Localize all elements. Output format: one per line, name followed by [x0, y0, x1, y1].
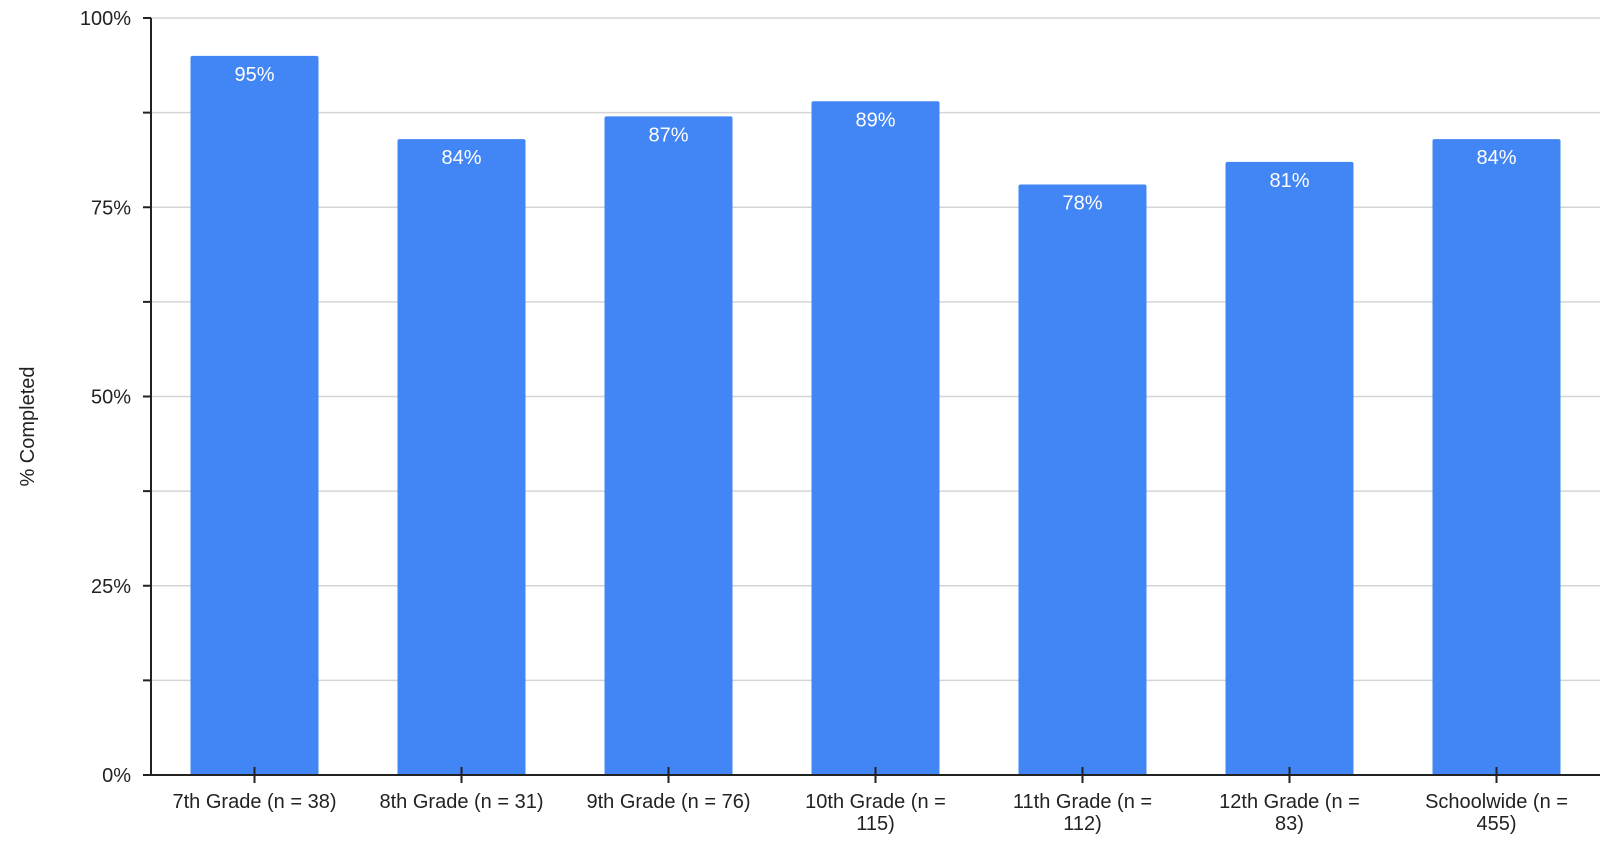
y-tick-label: 50%: [91, 387, 131, 409]
x-tick-label-line: Schoolwide (n =: [1425, 791, 1568, 813]
y-tick-label: 100%: [80, 8, 131, 30]
x-tick-label-line: 115): [856, 813, 895, 835]
x-tick-label-line: 12th Grade (n =: [1219, 791, 1360, 813]
x-tick-label: Schoolwide (n = 455): [1425, 791, 1568, 835]
bar-data-label: 87%: [648, 124, 688, 146]
bar: [397, 139, 526, 775]
bar-data-label: 84%: [1476, 147, 1516, 169]
x-tick-label-line: 11th Grade (n =: [1013, 791, 1152, 813]
x-tick-label: 8th Grade (n = 31): [380, 791, 544, 813]
bar-data-label: 89%: [855, 109, 895, 131]
x-tick-label-line: 10th Grade (n =: [805, 791, 946, 813]
bars: [190, 55, 1561, 776]
bar: [1432, 139, 1561, 775]
x-tick-label: 9th Grade (n = 76): [587, 791, 751, 813]
x-tick-label: 10th Grade (n = 115): [805, 791, 946, 835]
bar-data-label: 84%: [441, 147, 481, 169]
bar-data-label: 81%: [1269, 170, 1309, 192]
y-tick-label: 25%: [91, 576, 131, 598]
bar-data-label: 95%: [234, 64, 274, 86]
x-tick-label-line: 83): [1275, 813, 1304, 835]
x-tick-label: 12th Grade (n = 83): [1219, 791, 1360, 835]
x-tick-label-line: 8th Grade (n = 31): [380, 791, 544, 813]
axes: [143, 17, 1600, 783]
bar: [604, 116, 733, 775]
bar: [1225, 161, 1354, 775]
bar: [1018, 184, 1147, 776]
bar: [190, 55, 319, 776]
y-axis-title: % Completed: [17, 366, 39, 486]
x-tick-label-line: 9th Grade (n = 76): [587, 791, 751, 813]
x-tick-label-line: 7th Grade (n = 38): [173, 791, 337, 813]
labels: 95% 84% 87% 89% 78% 81% 84% 0% 25% 50% 75% 100% 7th …: [80, 8, 1568, 835]
x-tick-label: 11th Grade (n = 112): [1013, 791, 1152, 835]
y-tick-label: 0%: [102, 765, 131, 787]
y-tick-label: 75%: [91, 197, 131, 219]
bar: [811, 101, 940, 775]
bar-data-label: 78%: [1062, 193, 1102, 215]
x-tick-label-line: 112): [1063, 813, 1102, 835]
x-tick-label-line: 455): [1476, 813, 1516, 835]
x-tick-label: 7th Grade (n = 38): [173, 791, 337, 813]
